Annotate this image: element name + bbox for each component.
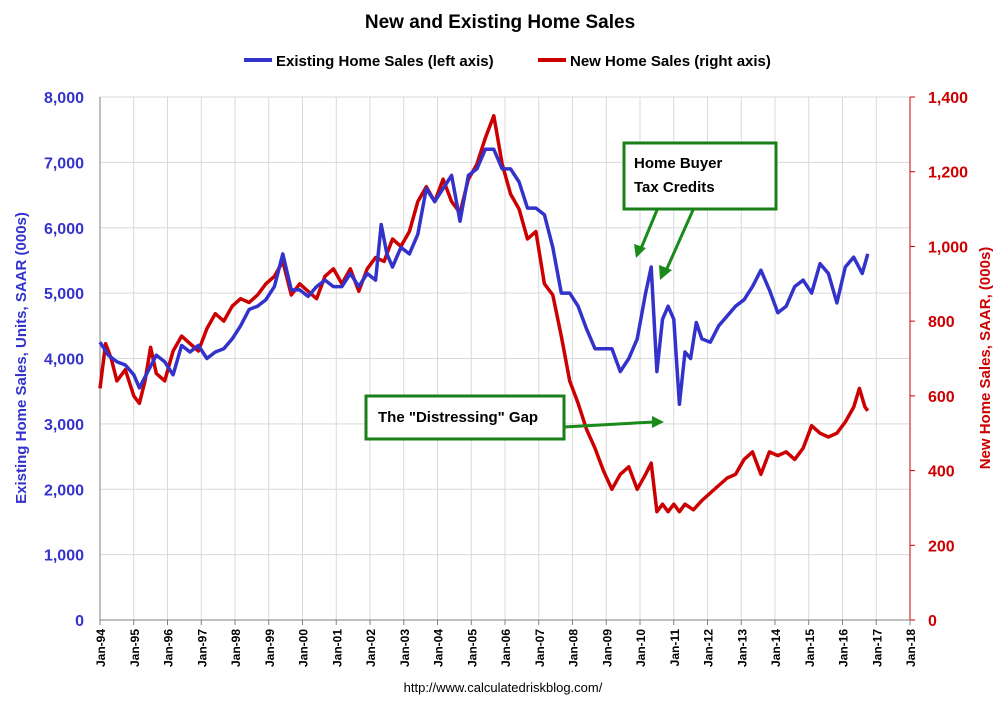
legend-existing-label: Existing Home Sales (left axis) (276, 53, 494, 70)
x-ticks: Jan-94 Jan-95 Jan-96 Jan-97 Jan-98 Jan-99 Jan-… (94, 620, 918, 667)
x-tick-label: Jan-12 (702, 629, 716, 667)
x-tick-label: Jan-05 (465, 629, 479, 667)
annotation-arrow-1 (638, 209, 659, 252)
y-right-tick-label: 1,400 (928, 90, 968, 107)
series-line-existing-home-sales (98, 147, 870, 407)
y-right-tick-label: 800 (928, 314, 955, 331)
y-left-tick-label: 3,000 (44, 417, 84, 434)
series-line-new-home-sales (98, 113, 870, 514)
x-tick-label: Jan-09 (600, 629, 614, 667)
x-tick-label: Jan-10 (634, 629, 648, 667)
annotation-gap-text: The "Distressing" Gap (378, 409, 538, 426)
right-ticks: 0 200 400 600 800 1,000 1,200 1,400 (910, 90, 968, 630)
y-left-tick-label: 8,000 (44, 90, 84, 107)
source-url: http://www.calculatedriskblog.com/ (404, 680, 603, 695)
annotation-gap-arrowhead (652, 416, 664, 428)
x-tick-label: Jan-15 (803, 629, 817, 667)
y-left-axis-label: Existing Home Sales, Units, SAAR (000s) (13, 212, 30, 504)
annotation-tax-credits-line: Home Buyer (634, 155, 723, 172)
x-tick-label: Jan-95 (128, 629, 142, 667)
y-left-tick-label: 2,000 (44, 482, 84, 499)
y-right-tick-label: 200 (928, 538, 955, 555)
y-left-tick-label: 0 (75, 613, 84, 630)
x-tick-label: Jan-13 (735, 629, 749, 667)
x-tick-label: Jan-99 (263, 629, 277, 667)
y-left-tick-label: 6,000 (44, 221, 84, 238)
x-tick-label: Jan-00 (297, 629, 311, 667)
y-left-tick-label: 7,000 (44, 155, 84, 172)
x-tick-label: Jan-01 (330, 629, 344, 667)
x-tick-label: Jan-14 (769, 629, 783, 667)
y-right-tick-label: 400 (928, 464, 955, 481)
y-right-tick-label: 600 (928, 389, 955, 406)
annotation-gap: The "Distressing" Gap (364, 394, 664, 441)
x-tick-label: Jan-17 (870, 629, 884, 667)
y-left-tick-label: 5,000 (44, 286, 84, 303)
chart-title: New and Existing Home Sales (365, 12, 635, 33)
annotation-tax-credits: Home Buyer Tax Credits (622, 141, 778, 280)
annotation-arrowhead-1 (634, 244, 646, 258)
x-tick-label: Jan-04 (432, 629, 446, 667)
y-right-tick-label: 1,200 (928, 165, 968, 182)
annotation-tax-credits-line: Tax Credits (634, 179, 715, 196)
y-left-tick-label: 4,000 (44, 352, 84, 369)
y-right-tick-label: 1,000 (928, 239, 968, 256)
annotation-arrow-2 (663, 209, 695, 274)
legend-new-label: New Home Sales (right axis) (570, 53, 771, 70)
y-right-tick-label: 0 (928, 613, 937, 630)
x-tick-label: Jan-16 (837, 629, 851, 667)
annotation-gap-arrow (563, 420, 655, 429)
x-tick-label: Jan-98 (229, 629, 243, 667)
y-left-tick-label: 1,000 (44, 548, 84, 565)
x-tick-label: Jan-06 (499, 629, 513, 667)
x-tick-label: Jan-07 (533, 629, 547, 667)
x-tick-label: Jan-03 (398, 629, 412, 667)
x-tick-label: Jan-96 (162, 629, 176, 667)
annotation-gap-box (364, 394, 566, 441)
x-tick-label: Jan-11 (668, 629, 682, 667)
x-tick-label: Jan-97 (195, 629, 209, 667)
y-right-axis-label: New Home Sales, SAAR, (000s) (977, 247, 994, 470)
legend: Existing Home Sales (left axis) New Home… (244, 53, 771, 70)
annotation-tax-credits-box (622, 141, 778, 211)
annotation-arrowhead-2 (659, 265, 672, 280)
annotation-tax-credits-text: Home Buyer Tax Credits (634, 155, 723, 196)
x-tick-label: Jan-18 (904, 629, 918, 667)
x-tick-label: Jan-02 (364, 629, 378, 667)
x-tick-label: Jan-94 (94, 629, 108, 667)
left-ticks: 0 1,000 2,000 3,000 4,000 5,000 6,000 7,000 8,00… (44, 90, 84, 630)
x-tick-label: Jan-08 (567, 629, 581, 667)
